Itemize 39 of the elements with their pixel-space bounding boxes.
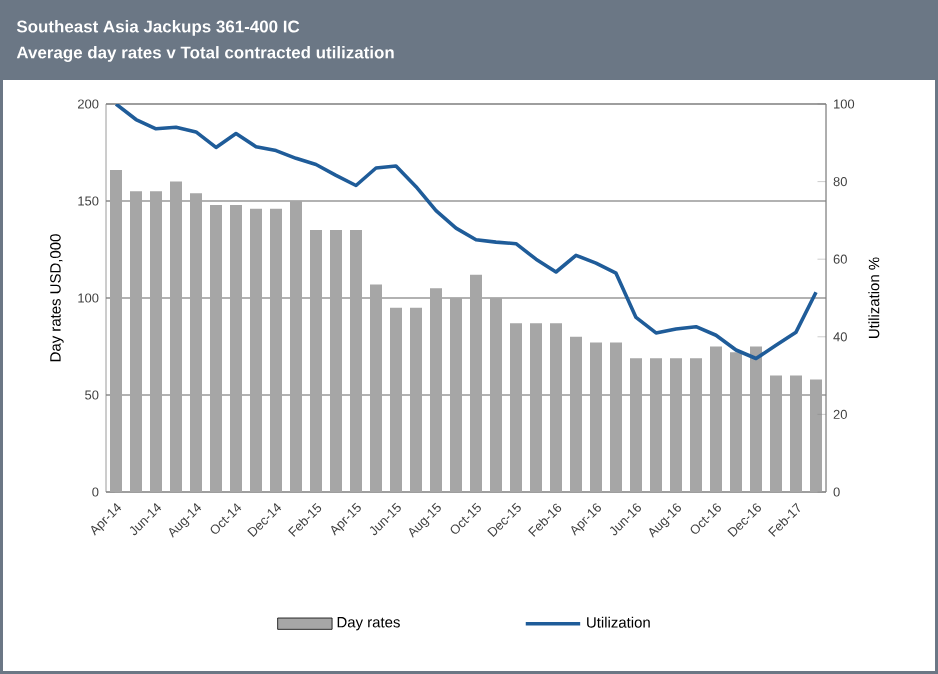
bar [770, 375, 782, 492]
bar [230, 204, 242, 492]
bar [810, 379, 822, 492]
bar [690, 358, 702, 492]
bar [150, 191, 162, 492]
bar [750, 346, 762, 492]
bar [370, 284, 382, 492]
bar [190, 193, 202, 492]
bar [390, 307, 402, 492]
bar [670, 358, 682, 492]
line-series [114, 103, 818, 361]
bar [290, 201, 302, 492]
bar [790, 375, 802, 492]
bar [270, 208, 282, 492]
chart-title: Southeast Asia Jackups 361-400 IC [16, 20, 300, 36]
bar [350, 230, 362, 492]
bar [310, 230, 322, 492]
bar [510, 323, 522, 492]
bar [490, 298, 502, 492]
bar [730, 352, 742, 492]
bar [130, 191, 142, 492]
bar [530, 323, 542, 492]
bar [110, 169, 122, 492]
bar [470, 274, 482, 492]
bar [650, 358, 662, 492]
bar [330, 230, 342, 492]
bar [170, 181, 182, 492]
bar [570, 336, 582, 492]
bar [250, 208, 262, 492]
bar [430, 288, 442, 492]
bar [210, 204, 222, 492]
bar [550, 323, 562, 492]
bar [630, 358, 642, 492]
bar [710, 346, 722, 492]
bar [450, 298, 462, 492]
bar [590, 342, 602, 492]
chart-subtitle: Average day rates v Total contracted utilization [16, 46, 394, 62]
bar [610, 342, 622, 492]
bar [410, 307, 422, 492]
